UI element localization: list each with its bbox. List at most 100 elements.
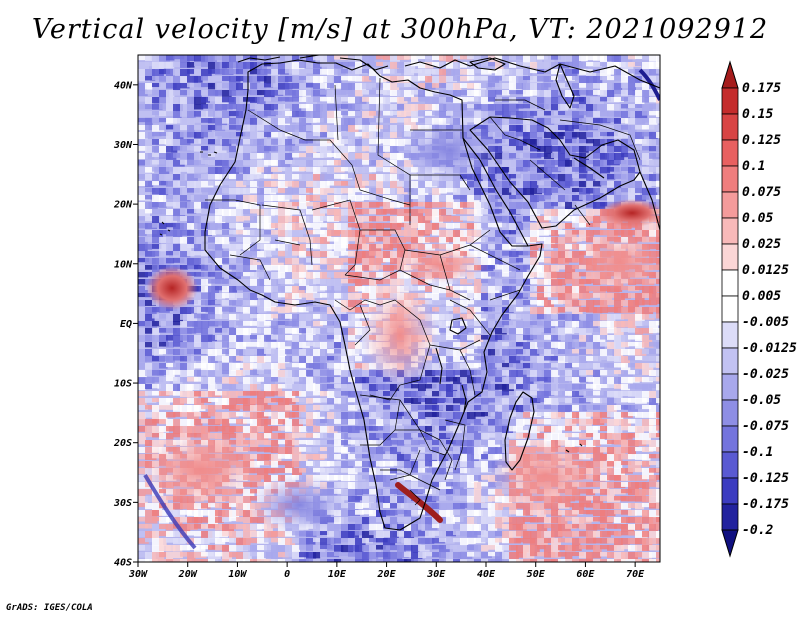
field-cell	[173, 370, 182, 375]
field-cell	[271, 307, 280, 312]
field-cell	[271, 195, 284, 202]
field-cell	[600, 230, 610, 236]
field-cell	[355, 97, 367, 104]
field-cell	[628, 125, 637, 133]
field-cell	[516, 132, 529, 137]
field-cell	[488, 496, 499, 502]
field-cell	[229, 216, 239, 223]
field-cell	[341, 321, 350, 327]
field-cell	[509, 286, 519, 294]
field-cell	[348, 370, 360, 377]
field-cell	[341, 461, 354, 469]
field-cell	[635, 62, 645, 67]
field-cell	[579, 230, 590, 238]
field-cell	[446, 349, 457, 357]
field-cell	[390, 251, 401, 259]
field-cell	[222, 146, 234, 151]
field-cell	[208, 62, 220, 70]
field-cell	[159, 153, 171, 160]
field-cell	[145, 258, 157, 265]
field-cell	[187, 216, 200, 224]
field-cell	[642, 377, 654, 383]
field-cell	[313, 160, 324, 167]
field-cell	[285, 174, 294, 182]
field-cell	[593, 153, 605, 159]
field-cell	[299, 286, 309, 291]
field-cell	[425, 293, 433, 299]
field-cell	[362, 216, 372, 222]
field-cell	[285, 139, 296, 146]
field-cell	[446, 104, 455, 111]
field-cell	[544, 412, 557, 419]
field-cell	[180, 265, 188, 270]
field-cell	[460, 216, 471, 221]
field-cell	[166, 363, 177, 368]
field-cell	[201, 370, 209, 376]
field-cell	[516, 118, 526, 125]
field-cell	[474, 475, 482, 481]
field-cell	[201, 244, 213, 250]
field-cell	[481, 482, 490, 487]
field-cell	[551, 405, 564, 411]
field-cell	[250, 83, 258, 90]
field-cell	[173, 405, 182, 412]
field-cell	[488, 314, 498, 319]
field-cell	[166, 69, 175, 77]
field-cell	[159, 69, 171, 75]
field-cell	[159, 384, 169, 392]
field-cell	[537, 83, 549, 91]
field-cell	[600, 69, 611, 76]
field-cell	[467, 391, 477, 397]
field-cell	[278, 279, 290, 285]
field-cell	[187, 69, 195, 74]
field-cell	[600, 468, 612, 473]
field-cell	[369, 139, 381, 145]
field-cell	[187, 307, 197, 314]
field-cell	[362, 90, 370, 95]
field-cell	[166, 384, 177, 392]
field-cell	[586, 321, 599, 329]
field-cell	[243, 335, 251, 343]
field-cell	[180, 111, 189, 117]
field-cell	[341, 160, 354, 168]
field-cell	[558, 83, 570, 89]
field-cell	[159, 335, 169, 343]
field-cell	[593, 440, 601, 446]
field-cell	[334, 181, 346, 186]
field-cell	[369, 188, 380, 194]
field-cell	[334, 195, 347, 203]
field-cell	[621, 188, 632, 193]
field-cell	[334, 447, 347, 453]
field-cell	[376, 377, 386, 384]
field-cell	[341, 188, 353, 194]
field-cell	[327, 125, 339, 132]
field-cell	[586, 419, 597, 425]
field-cell	[432, 286, 440, 294]
field-cell	[355, 104, 363, 110]
field-cell	[558, 230, 567, 235]
field-cell	[229, 209, 242, 217]
field-cell	[593, 293, 605, 298]
field-cell	[607, 440, 620, 445]
field-cell	[201, 97, 210, 103]
field-cell	[565, 174, 573, 182]
field-cell	[355, 482, 366, 490]
field-cell	[453, 90, 461, 96]
field-cell	[369, 279, 377, 286]
field-cell	[544, 279, 552, 285]
field-cell	[180, 342, 188, 348]
field-cell	[502, 328, 515, 334]
field-cell	[299, 447, 312, 452]
field-cell	[229, 335, 238, 343]
field-cell	[565, 286, 576, 294]
field-cell	[138, 146, 147, 151]
field-cell	[362, 412, 372, 418]
field-cell	[173, 321, 182, 326]
field-cell	[600, 475, 610, 481]
field-cell	[362, 188, 371, 195]
field-cell	[215, 307, 223, 315]
field-cell	[551, 230, 559, 237]
field-cell	[649, 412, 658, 419]
field-cell	[285, 265, 297, 273]
field-cell	[572, 160, 580, 168]
